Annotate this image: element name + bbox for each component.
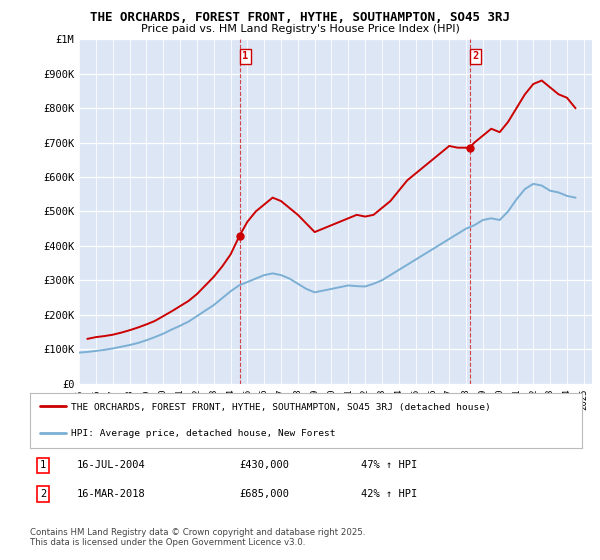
Text: THE ORCHARDS, FOREST FRONT, HYTHE, SOUTHAMPTON, SO45 3RJ (detached house): THE ORCHARDS, FOREST FRONT, HYTHE, SOUTH…: [71, 403, 491, 412]
Text: 1: 1: [242, 52, 248, 62]
Text: THE ORCHARDS, FOREST FRONT, HYTHE, SOUTHAMPTON, SO45 3RJ: THE ORCHARDS, FOREST FRONT, HYTHE, SOUTH…: [90, 11, 510, 24]
Text: 42% ↑ HPI: 42% ↑ HPI: [361, 489, 418, 499]
Text: 2: 2: [40, 489, 46, 499]
Text: £685,000: £685,000: [240, 489, 290, 499]
Text: 16-JUL-2004: 16-JUL-2004: [77, 460, 146, 470]
Text: 2: 2: [472, 52, 478, 62]
Text: Contains HM Land Registry data © Crown copyright and database right 2025.
This d: Contains HM Land Registry data © Crown c…: [30, 528, 365, 547]
Text: Price paid vs. HM Land Registry's House Price Index (HPI): Price paid vs. HM Land Registry's House …: [140, 24, 460, 34]
Text: 1: 1: [40, 460, 46, 470]
Text: 16-MAR-2018: 16-MAR-2018: [77, 489, 146, 499]
Text: HPI: Average price, detached house, New Forest: HPI: Average price, detached house, New …: [71, 429, 336, 438]
Text: £430,000: £430,000: [240, 460, 290, 470]
Text: 47% ↑ HPI: 47% ↑ HPI: [361, 460, 418, 470]
